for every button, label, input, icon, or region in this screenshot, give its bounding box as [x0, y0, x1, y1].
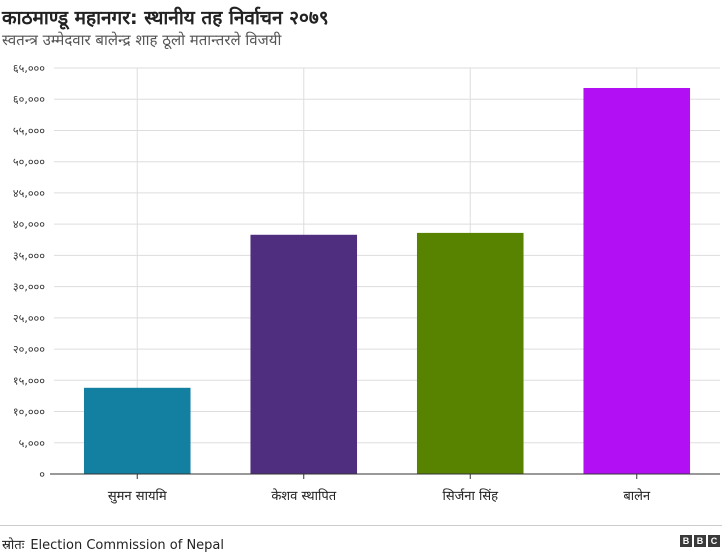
- y-tick-label: ५५,०००: [13, 124, 45, 137]
- source-text: Election Commission of Nepal: [30, 538, 225, 553]
- bbc-logo: B B C: [680, 535, 720, 547]
- y-tick-label: ०: [39, 468, 45, 481]
- x-tick-label: सिर्जना सिंह: [442, 488, 499, 504]
- axes: ० ५,००० १०,००० १५,००० २०,००० २५,००० ३०,००० ३५,०…: [13, 62, 720, 504]
- x-tick-label: केशव स्थापित: [271, 488, 336, 504]
- bar: [416, 232, 524, 474]
- y-tick-label: ५,०००: [19, 437, 46, 450]
- chart-title: काठमाण्डू महानगर: स्थानीय तह निर्वाचन २०…: [2, 7, 329, 29]
- y-tick-label: ४५,०००: [13, 187, 45, 200]
- bar-chart: ० ५,००० १०,००० १५,००० २०,००० २५,००० ३०,००० ३५,०…: [13, 62, 720, 504]
- y-tick-label: ६०,०००: [13, 93, 45, 106]
- bars: [83, 87, 691, 474]
- logo-letter: C: [708, 535, 720, 547]
- chart-subtitle: स्वतन्त्र उम्मेदवार बालेन्द्र शाह ठूलो म…: [2, 31, 282, 49]
- x-tick-label: बालेन: [623, 488, 651, 504]
- source-note: स्रोतः Election Commission of Nepal: [2, 535, 224, 553]
- x-tick-label: सुमन सायमि: [108, 488, 167, 504]
- y-tick-label: २५,०००: [13, 312, 45, 325]
- y-tick-label: १०,०००: [13, 406, 45, 419]
- source-label: स्रोतः: [2, 538, 25, 553]
- bar: [583, 87, 691, 474]
- y-tick-label: ४०,०००: [13, 218, 45, 231]
- y-tick-label: ५०,०००: [13, 156, 45, 169]
- logo-letter: B: [680, 535, 692, 547]
- y-tick-label: ६५,०००: [13, 62, 45, 75]
- bar: [83, 387, 191, 474]
- y-tick-label: ३५,०००: [13, 249, 45, 262]
- y-tick-label: २०,०००: [13, 343, 45, 356]
- bar: [250, 234, 358, 474]
- footer-divider: [0, 525, 722, 526]
- y-tick-label: १५,०००: [13, 374, 45, 387]
- logo-letter: B: [694, 535, 706, 547]
- y-tick-label: ३०,०००: [13, 281, 45, 294]
